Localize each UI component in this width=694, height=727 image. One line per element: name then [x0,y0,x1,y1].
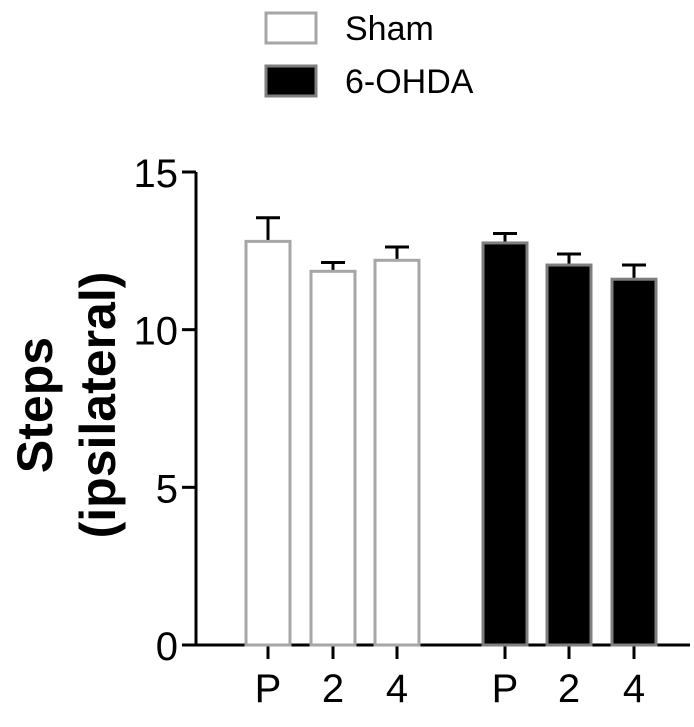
y-axis-title-line2: (ipsilateral) [70,272,126,539]
x-tick-label: 2 [558,667,580,711]
bar-sham-4 [373,258,421,647]
x-tick-label: 4 [623,667,645,711]
y-axis-title-line1: Steps [7,337,63,473]
x-tick-label: 4 [386,667,408,711]
x-tick-label: 2 [322,667,344,711]
bars [244,216,658,647]
bar-sham-p [244,239,292,647]
bar-6ohda-p [481,241,529,647]
legend-swatch-sham [264,11,318,45]
x-tick-label: P [492,667,519,711]
legend-label-sham: Sham [345,10,434,48]
y-tick-label: 0 [156,625,178,669]
y-tick-label: 15 [134,152,179,196]
bar-sham-2 [309,269,357,647]
x-tick-label: P [255,667,282,711]
y-axis-title: Steps (ipsilateral) [7,272,126,539]
y-tick-label: 10 [134,310,179,354]
legend: Sham 6-OHDA [264,10,474,101]
y-tick-label: 5 [156,467,178,511]
bar-6ohda-2 [545,263,593,647]
legend-swatch-6ohda [264,64,318,98]
bar-6ohda-4 [610,277,658,647]
legend-label-6ohda: 6-OHDA [345,63,474,101]
